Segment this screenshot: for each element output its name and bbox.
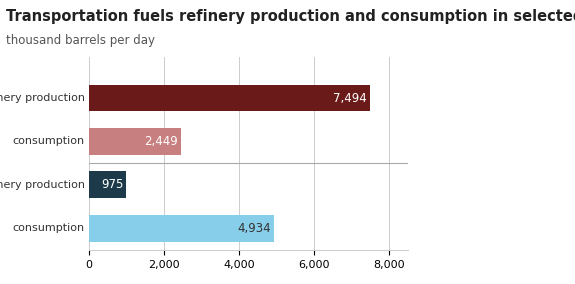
Text: refinery production: refinery production: [0, 93, 85, 103]
Text: 2,449: 2,449: [144, 135, 178, 148]
Bar: [89, 171, 126, 198]
Text: Transportation fuels refinery production and consumption in selected regions, 20: Transportation fuels refinery production…: [6, 9, 575, 24]
Text: consumption: consumption: [13, 136, 85, 147]
Text: thousand barrels per day: thousand barrels per day: [6, 34, 155, 47]
Text: 7,494: 7,494: [333, 91, 367, 105]
Bar: [89, 215, 274, 242]
Bar: [89, 85, 370, 112]
Text: 4,934: 4,934: [237, 222, 271, 235]
Text: refinery production: refinery production: [0, 180, 85, 190]
Text: consumption: consumption: [13, 223, 85, 233]
Text: 975: 975: [101, 178, 124, 191]
Bar: [89, 128, 181, 155]
